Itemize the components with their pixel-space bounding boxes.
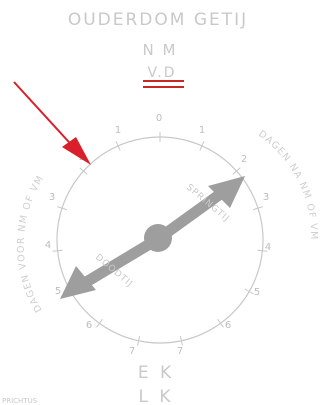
tick-mark [244, 288, 254, 295]
lk-label: L K [138, 387, 173, 405]
scale-number: 1 [199, 125, 205, 136]
tick-mark [217, 318, 224, 328]
scale-number: 6 [225, 320, 231, 331]
scale-number: 1 [115, 125, 121, 136]
left-arc-text: DAGEN VOOR NM OF VM [16, 173, 46, 314]
red-arrow-shaft [13, 81, 79, 153]
scale-number: 7 [129, 346, 135, 357]
tick-mark [96, 318, 103, 328]
scale-number: 0 [156, 113, 162, 124]
tick-mark [52, 249, 63, 252]
tick-mark [179, 335, 183, 346]
left-arc-label: DAGEN VOOR NM OF VM [16, 173, 47, 314]
scale-number: 4 [265, 242, 271, 253]
scale-number: 3 [263, 192, 269, 203]
scale-number: 2 [241, 154, 247, 165]
red-arrow-head [62, 137, 91, 165]
needle-head-lower-icon [60, 266, 96, 299]
right-arc-label: DAGEN NA NM OF VM [256, 129, 319, 241]
scale-number: 5 [254, 287, 260, 298]
tick-mark [57, 206, 67, 211]
tick-mark [257, 249, 268, 252]
tick-mark [137, 335, 141, 346]
tick-mark [199, 141, 205, 151]
tide-needle [60, 176, 245, 299]
scale-number: 6 [86, 320, 92, 331]
tick-mark [232, 167, 241, 175]
corner-text: PRICHTUS [2, 397, 38, 405]
ek-label: E K [138, 363, 174, 383]
dial-title: OUDERDOM GETIJ [68, 10, 248, 30]
scale-number: 4 [45, 240, 51, 251]
right-arc-text: DAGEN NA NM OF VM [256, 129, 318, 241]
tick-mark [253, 206, 263, 211]
needle-shaft-lower [72, 233, 164, 293]
tick-mark [79, 167, 88, 175]
needle-hub [144, 224, 172, 252]
scale-number: 7 [177, 346, 183, 357]
scale-number: 3 [49, 192, 55, 203]
needle-head-upper-icon [208, 176, 245, 208]
red-pointer-arrow-icon [13, 81, 91, 165]
vd-label: V.D [147, 65, 176, 81]
nm-label: N M [143, 41, 178, 59]
scale-number: 5 [55, 286, 61, 297]
tick-mark [115, 141, 121, 151]
